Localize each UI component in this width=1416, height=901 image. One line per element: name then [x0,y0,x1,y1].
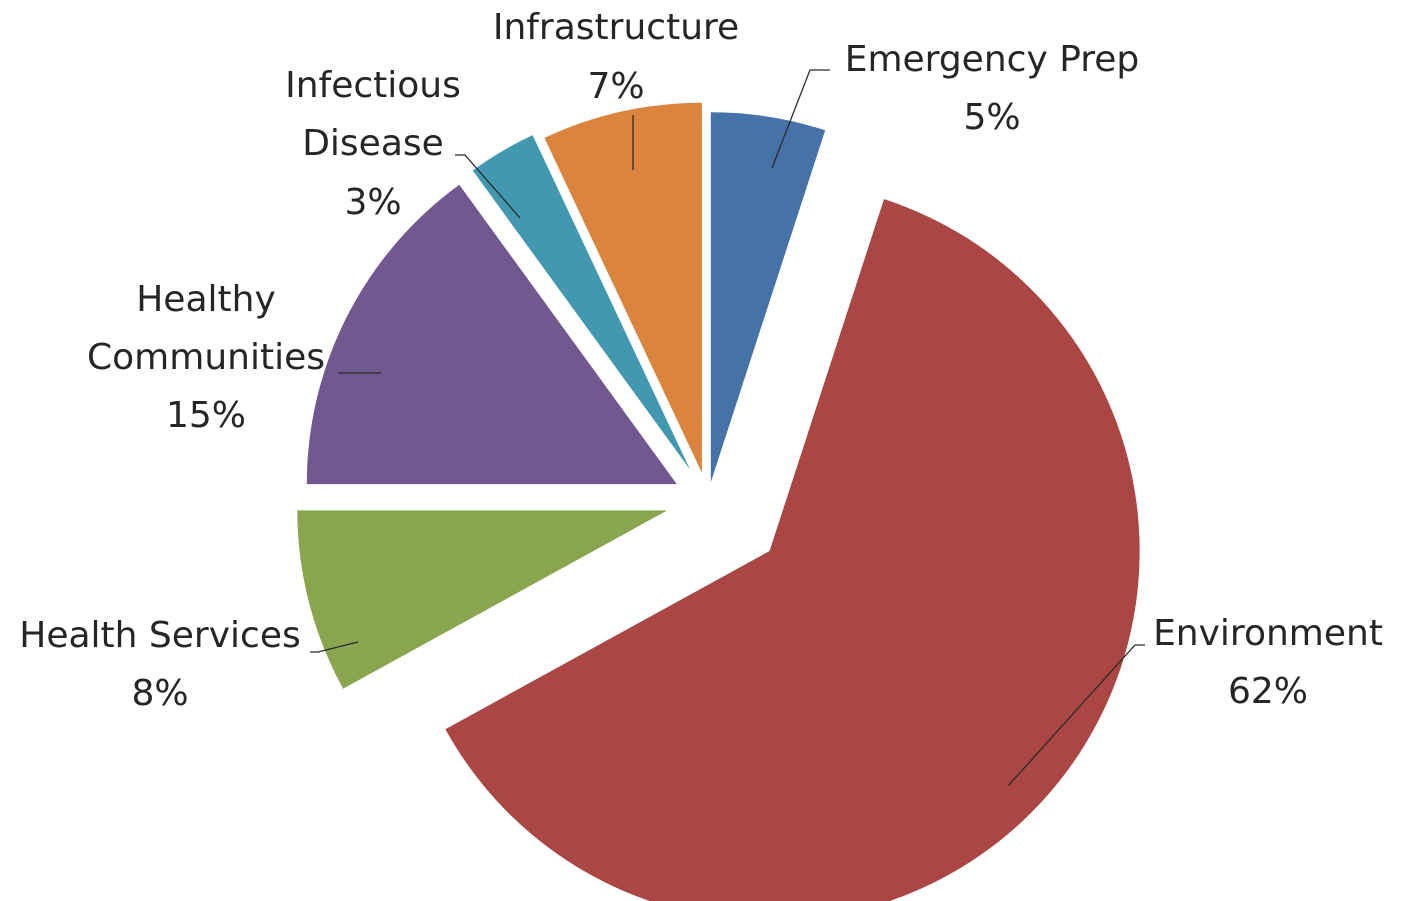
slice-value-label-healthy-communities: 15% [166,395,246,436]
slice-name-label-healthy-communities-line-1: Healthy [136,279,276,320]
slices-layer [297,102,1140,901]
slice-value-label-infrastructure: 7% [587,66,644,107]
slice-value-label-emergency-prep: 5% [963,97,1020,138]
slice-name-label-infrastructure: Infrastructure [493,7,739,48]
pie-slice-healthy-communities [306,184,677,485]
leader-line-infectious-disease [455,154,521,219]
leader-line-emergency-prep [771,69,830,169]
slice-name-label-infectious-disease-line-2: Disease [302,123,444,164]
pie-slice-health-services [297,510,668,689]
leader-line-health-services [310,641,359,653]
pie-slice-infectious-disease [472,135,691,470]
labels-layer: Emergency Prep 5% Environment 62% Health Ser… [19,7,1383,714]
slice-value-label-infectious-disease: 3% [344,182,401,223]
pie-slice-infrastructure [544,102,702,473]
slice-value-label-health-services: 8% [131,673,188,714]
slice-name-label-healthy-communities-line-2: Communities [87,337,325,378]
slice-name-label-health-services: Health Services [19,615,300,656]
slice-name-label-environment: Environment [1153,613,1383,654]
pie-slice-emergency-prep [710,112,826,483]
slice-name-label-infectious-disease-line-1: Infectious [285,65,461,106]
pie-slice-environment [445,199,1140,901]
leader-line-environment [1007,644,1145,787]
leader-lines-layer [310,69,1145,787]
slice-value-label-environment: 62% [1228,671,1308,712]
slice-name-label-emergency-prep: Emergency Prep [845,39,1140,80]
